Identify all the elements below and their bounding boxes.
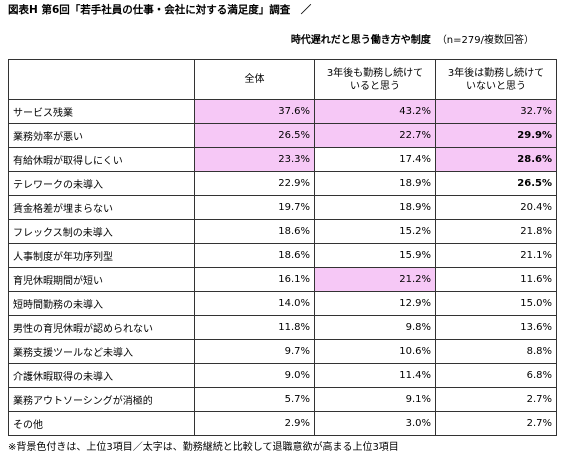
value-cell: 29.9% (435, 123, 557, 148)
row-label: 業務支援ツールなど未導入 (8, 339, 195, 364)
value-cell: 18.6% (194, 219, 315, 244)
row-label: 業務アウトソーシングが消極的 (8, 387, 195, 412)
table-row: 業務効率が悪い 26.5% 22.7% 29.9% (8, 123, 557, 148)
row-label: 男性の育児休暇が認められない (8, 315, 195, 340)
row-label: 業務効率が悪い (8, 123, 195, 148)
value-cell: 21.8% (435, 219, 557, 244)
value-cell: 18.9% (314, 195, 436, 220)
table-body: サービス残業 37.6% 43.2% 32.7% 業務効率が悪い 26.5% 22.7% 29… (8, 99, 557, 436)
row-label: 賃金格差が埋まらない (8, 195, 195, 220)
value-cell: 16.1% (194, 267, 315, 292)
value-cell: 15.0% (435, 291, 557, 316)
value-cell: 43.2% (314, 99, 436, 124)
footnote: ※背景色付きは、上位3項目／太字は、勤務継続と比較して退職意欲が高まる上位3項目 (8, 442, 399, 453)
row-label: 育児休暇期間が短い (8, 267, 195, 292)
value-cell: 20.4% (435, 195, 557, 220)
header-cell-overall: 全体 (194, 59, 315, 100)
survey-table: 全体 3年後も勤務し続けて いると思う 3年後は勤務し続けて いないと思う サービス… (8, 59, 557, 436)
value-cell: 21.1% (435, 243, 557, 268)
value-cell: 10.6% (314, 339, 436, 364)
value-cell: 2.7% (435, 387, 557, 412)
header-cell-leave: 3年後は勤務し続けて いないと思う (435, 59, 557, 100)
value-cell: 12.9% (314, 291, 436, 316)
row-label: フレックス制の未導入 (8, 219, 195, 244)
table-row: 育児休暇期間が短い 16.1% 21.2% 11.6% (8, 267, 557, 292)
value-cell: 32.7% (435, 99, 557, 124)
value-cell: 2.7% (435, 411, 557, 436)
value-cell: 15.9% (314, 243, 436, 268)
value-cell: 6.8% (435, 363, 557, 388)
table-row: 業務支援ツールなど未導入 9.7% 10.6% 8.8% (8, 339, 557, 364)
table-row: 介護休暇取得の未導入 9.0% 11.4% 6.8% (8, 363, 557, 388)
table-row: 短時間勤務の未導入 14.0% 12.9% 15.0% (8, 291, 557, 316)
value-cell: 9.1% (314, 387, 436, 412)
value-cell: 26.5% (194, 123, 315, 148)
value-cell: 37.6% (194, 99, 315, 124)
value-cell: 19.7% (194, 195, 315, 220)
row-label: 短時間勤務の未導入 (8, 291, 195, 316)
row-label: 有給休暇が取得しにくい (8, 147, 195, 172)
value-cell: 11.4% (314, 363, 436, 388)
value-cell: 18.6% (194, 243, 315, 268)
row-label: サービス残業 (8, 99, 195, 124)
value-cell: 28.6% (435, 147, 557, 172)
value-cell: 11.6% (435, 267, 557, 292)
table-row: その他 2.9% 3.0% 2.7% (8, 411, 557, 436)
table-row: 有給休暇が取得しにくい 23.3% 17.4% 28.6% (8, 147, 557, 172)
row-label: その他 (8, 411, 195, 436)
table-row: 業務アウトソーシングが消極的 5.7% 9.1% 2.7% (8, 387, 557, 412)
value-cell: 8.8% (435, 339, 557, 364)
table-row: 賃金格差が埋まらない 19.7% 18.9% 20.4% (8, 195, 557, 220)
table-row: テレワークの未導入 22.9% 18.9% 26.5% (8, 171, 557, 196)
row-label: 介護休暇取得の未導入 (8, 363, 195, 388)
value-cell: 22.9% (194, 171, 315, 196)
table-row: フレックス制の未導入 18.6% 15.2% 21.8% (8, 219, 557, 244)
value-cell: 17.4% (314, 147, 436, 172)
subtitle-text: 時代遅れだと思う働き方や制度 (290, 35, 431, 46)
table-row: 男性の育児休暇が認められない 11.8% 9.8% 13.6% (8, 315, 557, 340)
table-row: サービス残業 37.6% 43.2% 32.7% (8, 99, 557, 124)
row-label: 人事制度が年功序列型 (8, 243, 195, 268)
value-cell: 9.0% (194, 363, 315, 388)
table-row: 人事制度が年功序列型 18.6% 15.9% 21.1% (8, 243, 557, 268)
value-cell: 9.7% (194, 339, 315, 364)
value-cell: 2.9% (194, 411, 315, 436)
value-cell: 23.3% (194, 147, 315, 172)
figure-subtitle: 時代遅れだと思う働き方や制度 （n=279/複数回答） (291, 31, 534, 46)
value-cell: 11.8% (194, 315, 315, 340)
value-cell: 9.8% (314, 315, 436, 340)
value-cell: 14.0% (194, 291, 315, 316)
figure-title: 図表H 第6回「若手社員の仕事・会社に対する満足度」調査 ／ (8, 4, 312, 16)
value-cell: 5.7% (194, 387, 315, 412)
value-cell: 22.7% (314, 123, 436, 148)
row-label: テレワークの未導入 (8, 171, 195, 196)
value-cell: 15.2% (314, 219, 436, 244)
value-cell: 13.6% (435, 315, 557, 340)
value-cell: 3.0% (314, 411, 436, 436)
header-cell-item (8, 59, 195, 100)
value-cell: 26.5% (435, 171, 557, 196)
header-cell-stay: 3年後も勤務し続けて いると思う (314, 59, 436, 100)
sample-note: （n=279/複数回答） (436, 35, 534, 46)
value-cell: 21.2% (314, 267, 436, 292)
value-cell: 18.9% (314, 171, 436, 196)
table-header-row: 全体 3年後も勤務し続けて いると思う 3年後は勤務し続けて いないと思う (8, 59, 557, 100)
